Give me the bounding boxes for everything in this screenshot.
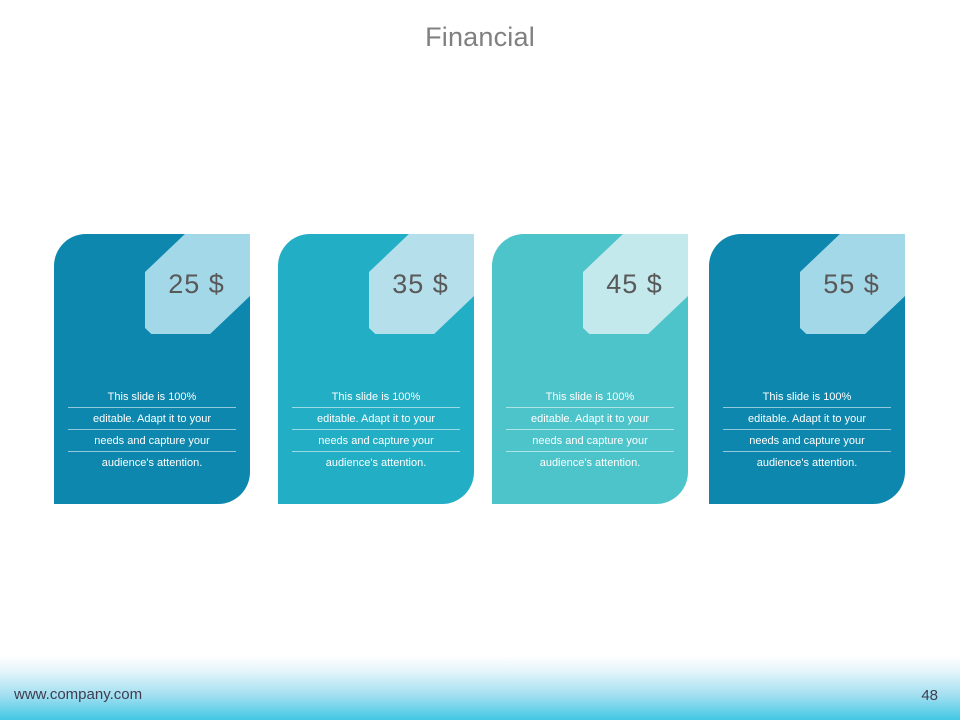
description-text: needs and capture your <box>749 435 865 447</box>
page-title: Financial <box>425 22 535 52</box>
divider-rule <box>723 407 891 408</box>
description-line: editable. Adapt it to your <box>292 408 460 430</box>
divider-rule <box>506 429 674 430</box>
description-text: This slide is 100% <box>762 391 852 403</box>
divider-rule <box>723 429 891 430</box>
description-text: This slide is 100% <box>331 391 421 403</box>
description-line: needs and capture your <box>292 430 460 452</box>
divider-rule <box>506 451 674 452</box>
description-text: This slide is 100% <box>545 391 635 403</box>
pricing-card[interactable]: 25 $ This slide is 100% editable. Adapt … <box>54 234 250 504</box>
card-description: This slide is 100% editable. Adapt it to… <box>723 386 891 504</box>
page-number: 48 <box>921 687 938 704</box>
description-text: audience's attention. <box>325 457 427 469</box>
pricing-card[interactable]: 45 $ This slide is 100% editable. Adapt … <box>492 234 688 504</box>
description-text: editable. Adapt it to your <box>92 413 212 425</box>
description-line: editable. Adapt it to your <box>68 408 236 430</box>
description-text: editable. Adapt it to your <box>530 413 650 425</box>
description-line: This slide is 100% <box>506 386 674 408</box>
price-label: 35 $ <box>392 268 449 299</box>
card-description: This slide is 100% editable. Adapt it to… <box>292 386 460 504</box>
description-line: editable. Adapt it to your <box>723 408 891 430</box>
description-text: editable. Adapt it to your <box>316 413 436 425</box>
description-text: audience's attention. <box>101 457 203 469</box>
price-label: 55 $ <box>823 268 880 299</box>
card-description: This slide is 100% editable. Adapt it to… <box>506 386 674 504</box>
divider-rule <box>68 451 236 452</box>
description-text: This slide is 100% <box>107 391 197 403</box>
description-text: needs and capture your <box>532 435 648 447</box>
divider-rule <box>292 429 460 430</box>
price-label: 45 $ <box>606 268 663 299</box>
description-line: audience's attention. <box>506 452 674 474</box>
description-text: editable. Adapt it to your <box>747 413 867 425</box>
description-text: needs and capture your <box>318 435 434 447</box>
divider-rule <box>68 429 236 430</box>
pricing-card[interactable]: 35 $ This slide is 100% editable. Adapt … <box>278 234 474 504</box>
pricing-card[interactable]: 55 $ This slide is 100% editable. Adapt … <box>709 234 905 504</box>
description-line: audience's attention. <box>292 452 460 474</box>
slide-footer: www.company.com 48 <box>0 652 960 720</box>
divider-rule <box>68 407 236 408</box>
description-line: This slide is 100% <box>723 386 891 408</box>
description-line: This slide is 100% <box>68 386 236 408</box>
description-line: needs and capture your <box>723 430 891 452</box>
description-line: This slide is 100% <box>292 386 460 408</box>
description-line: needs and capture your <box>68 430 236 452</box>
description-line: audience's attention. <box>723 452 891 474</box>
description-line: audience's attention. <box>68 452 236 474</box>
description-line: needs and capture your <box>506 430 674 452</box>
divider-rule <box>506 407 674 408</box>
description-text: needs and capture your <box>94 435 210 447</box>
card-description: This slide is 100% editable. Adapt it to… <box>68 386 236 504</box>
description-text: audience's attention. <box>539 457 641 469</box>
price-label: 25 $ <box>168 268 225 299</box>
description-text: audience's attention. <box>756 457 858 469</box>
divider-rule <box>292 407 460 408</box>
pricing-cards-row: 25 $ This slide is 100% editable. Adapt … <box>0 234 960 504</box>
company-website-link[interactable]: www.company.com <box>14 686 143 703</box>
divider-rule <box>723 451 891 452</box>
divider-rule <box>292 451 460 452</box>
description-line: editable. Adapt it to your <box>506 408 674 430</box>
